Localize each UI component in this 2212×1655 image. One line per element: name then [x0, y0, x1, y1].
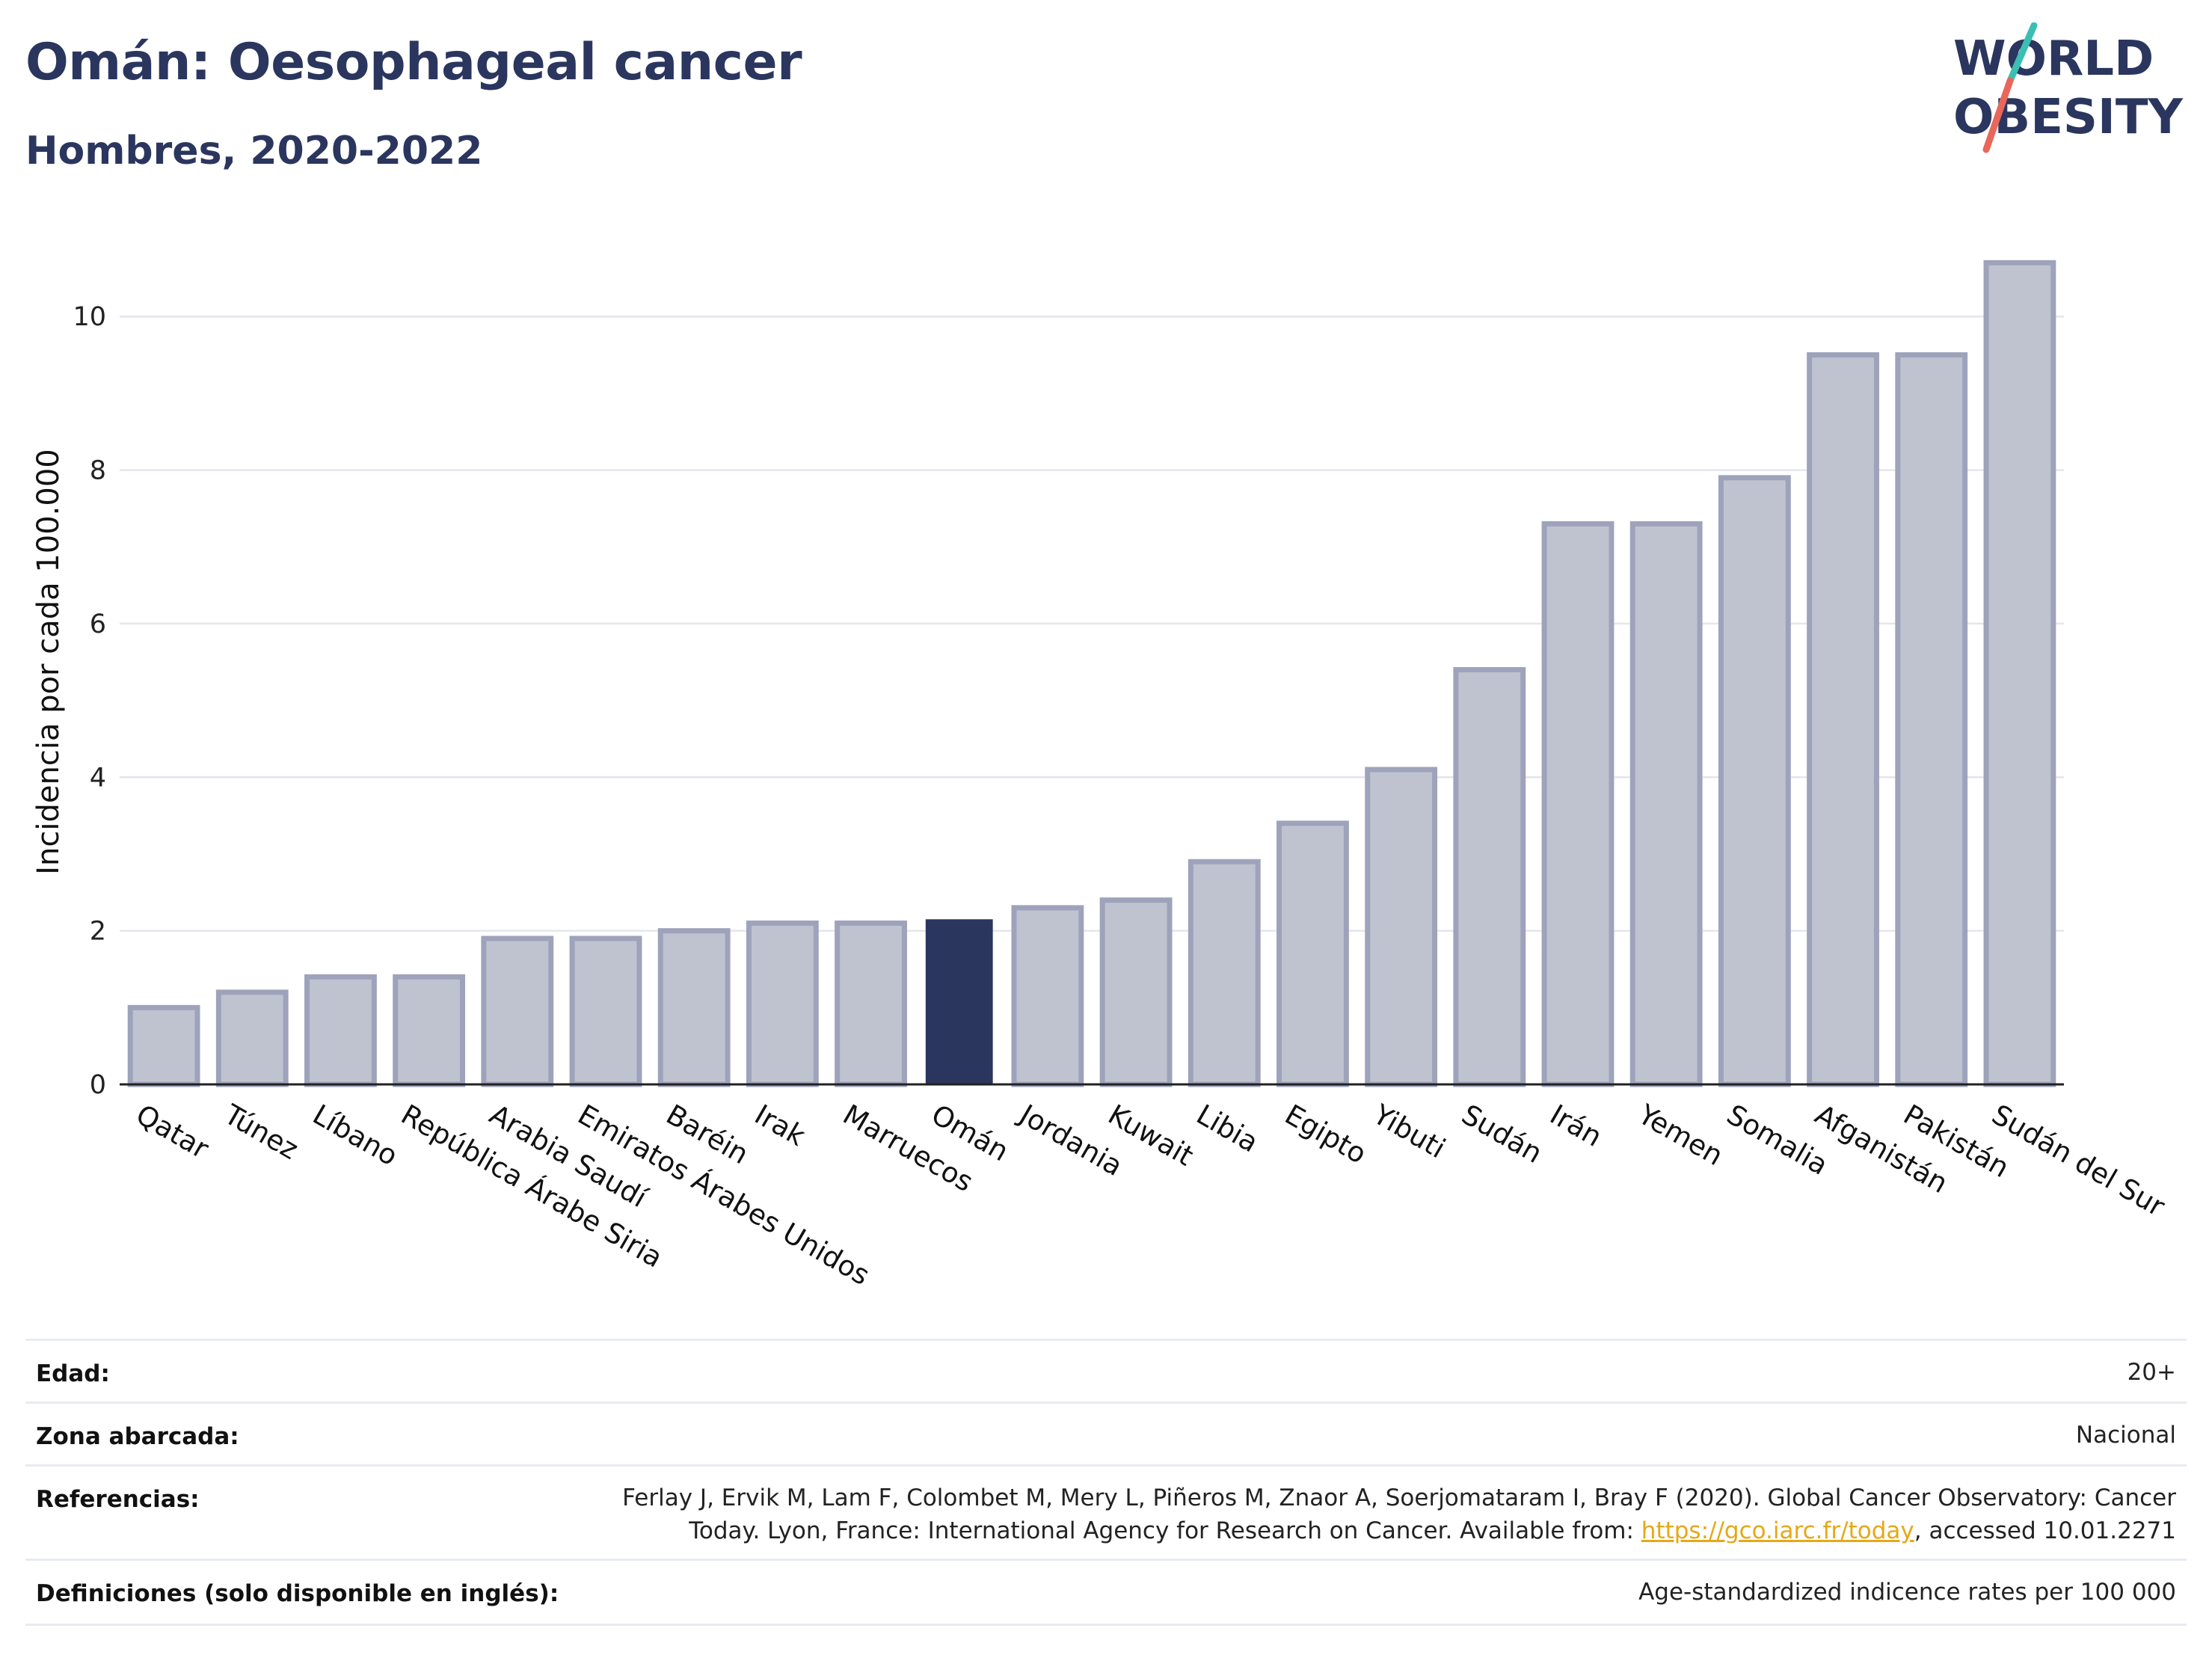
bar-afganist-n [1807, 352, 1879, 1087]
meta-row-refs: Referencias: Ferlay J, Ervik M, Lam F, C… [25, 1464, 2187, 1561]
y-tick-label: 6 [90, 610, 106, 639]
meta-refs-label: Referencias: [36, 1486, 200, 1513]
logo-slash-top [2006, 22, 2038, 85]
bar-arabia-saud- [481, 936, 554, 1087]
x-tick-label: Yibuti [1367, 1098, 1451, 1164]
x-tick-label: Irán [1545, 1099, 1608, 1153]
x-tick-label: Irak [749, 1099, 811, 1153]
x-tick-label: Egipto [1279, 1099, 1372, 1170]
bar-om-n [925, 919, 993, 1084]
bar-emiratos-rabes-unidos [569, 936, 642, 1087]
bar-rep-blica-rabe-siria [393, 974, 466, 1087]
meta-row-zone: Zona abarcada: Nacional [25, 1401, 2187, 1467]
meta-refs-line1: Ferlay J, Ervik M, Lam F, Colombet M, Me… [622, 1484, 2176, 1511]
bar-yibuti [1365, 767, 1438, 1087]
logo-line1: WORLD [1953, 31, 2154, 87]
bar-yemen [1629, 521, 1703, 1087]
bar-irak [746, 920, 819, 1087]
bar-t-nez [215, 989, 289, 1087]
chart-title: Omán: Oesophageal cancer [25, 33, 802, 92]
bar-pakist-n [1895, 352, 1968, 1087]
x-tick-label: Libia [1191, 1099, 1264, 1159]
bar-ir-n [1541, 521, 1615, 1087]
bars [127, 260, 2056, 1087]
bar-l-bano [304, 974, 377, 1087]
bar-qatar [127, 1004, 200, 1087]
meta-refs-value: Ferlay J, Ervik M, Lam F, Colombet M, Me… [622, 1481, 2176, 1547]
bar-bar-in [657, 928, 731, 1087]
logo-slash-bottom [1982, 77, 2014, 153]
x-tick-label: Somalia [1721, 1099, 1834, 1182]
bar-egipto [1276, 820, 1349, 1087]
world-obesity-logo: WORLD OBESITY [1953, 22, 2183, 153]
y-tick-label: 10 [73, 302, 106, 332]
meta-refs-line2-post: , accessed 10.01.2271 [1914, 1517, 2176, 1544]
y-axis-label: Incidencia por cada 100.000 [31, 449, 66, 875]
meta-row-defs: Definiciones (solo disponible en inglés)… [25, 1559, 2187, 1626]
metadata-table: Edad: 20+ Zona abarcada: Nacional Refere… [25, 1339, 2187, 1626]
x-tick-label: Túnez [218, 1098, 304, 1166]
y-tick-label: 2 [90, 917, 106, 947]
bar-sud-n [1453, 667, 1526, 1087]
meta-refs-line2-pre: Today. Lyon, France: International Agenc… [689, 1517, 1641, 1544]
meta-row-age: Edad: 20+ [25, 1339, 2187, 1404]
bar-libia [1188, 859, 1261, 1087]
bar-marruecos [835, 920, 907, 1087]
x-tick-label: Líbano [307, 1099, 403, 1173]
x-tick-label: Sudán [1456, 1099, 1547, 1170]
x-tick-label: Qatar [131, 1099, 215, 1166]
bar-sud-n-del-sur [1983, 260, 2056, 1087]
bar-jordania [1011, 905, 1084, 1087]
meta-defs-value: Age-standardized indicence rates per 100… [1638, 1579, 2176, 1606]
bar-kuwait [1099, 897, 1173, 1087]
x-tick-label: Yemen [1632, 1098, 1729, 1172]
bar-somalia [1718, 475, 1791, 1087]
y-tick-label: 4 [90, 763, 106, 793]
meta-zone-label: Zona abarcada: [36, 1423, 239, 1450]
x-tick-label: Sudán del Sur [1986, 1099, 2170, 1223]
meta-refs-link[interactable]: https://gco.iarc.fr/today [1641, 1517, 1914, 1544]
meta-defs-label: Definiciones (solo disponible en inglés)… [36, 1580, 559, 1607]
meta-zone-value: Nacional [2075, 1422, 2176, 1449]
y-tick-label: 0 [90, 1070, 106, 1100]
y-tick-label: 8 [90, 456, 106, 486]
chart-subtitle: Hombres, 2020-2022 [25, 129, 483, 174]
y-axis-ticks: 0 2 4 6 8 10 [73, 302, 106, 1100]
meta-age-label: Edad: [36, 1360, 110, 1387]
x-tick-label: Jordania [1013, 1098, 1128, 1183]
meta-age-value: 20+ [2127, 1359, 2176, 1386]
